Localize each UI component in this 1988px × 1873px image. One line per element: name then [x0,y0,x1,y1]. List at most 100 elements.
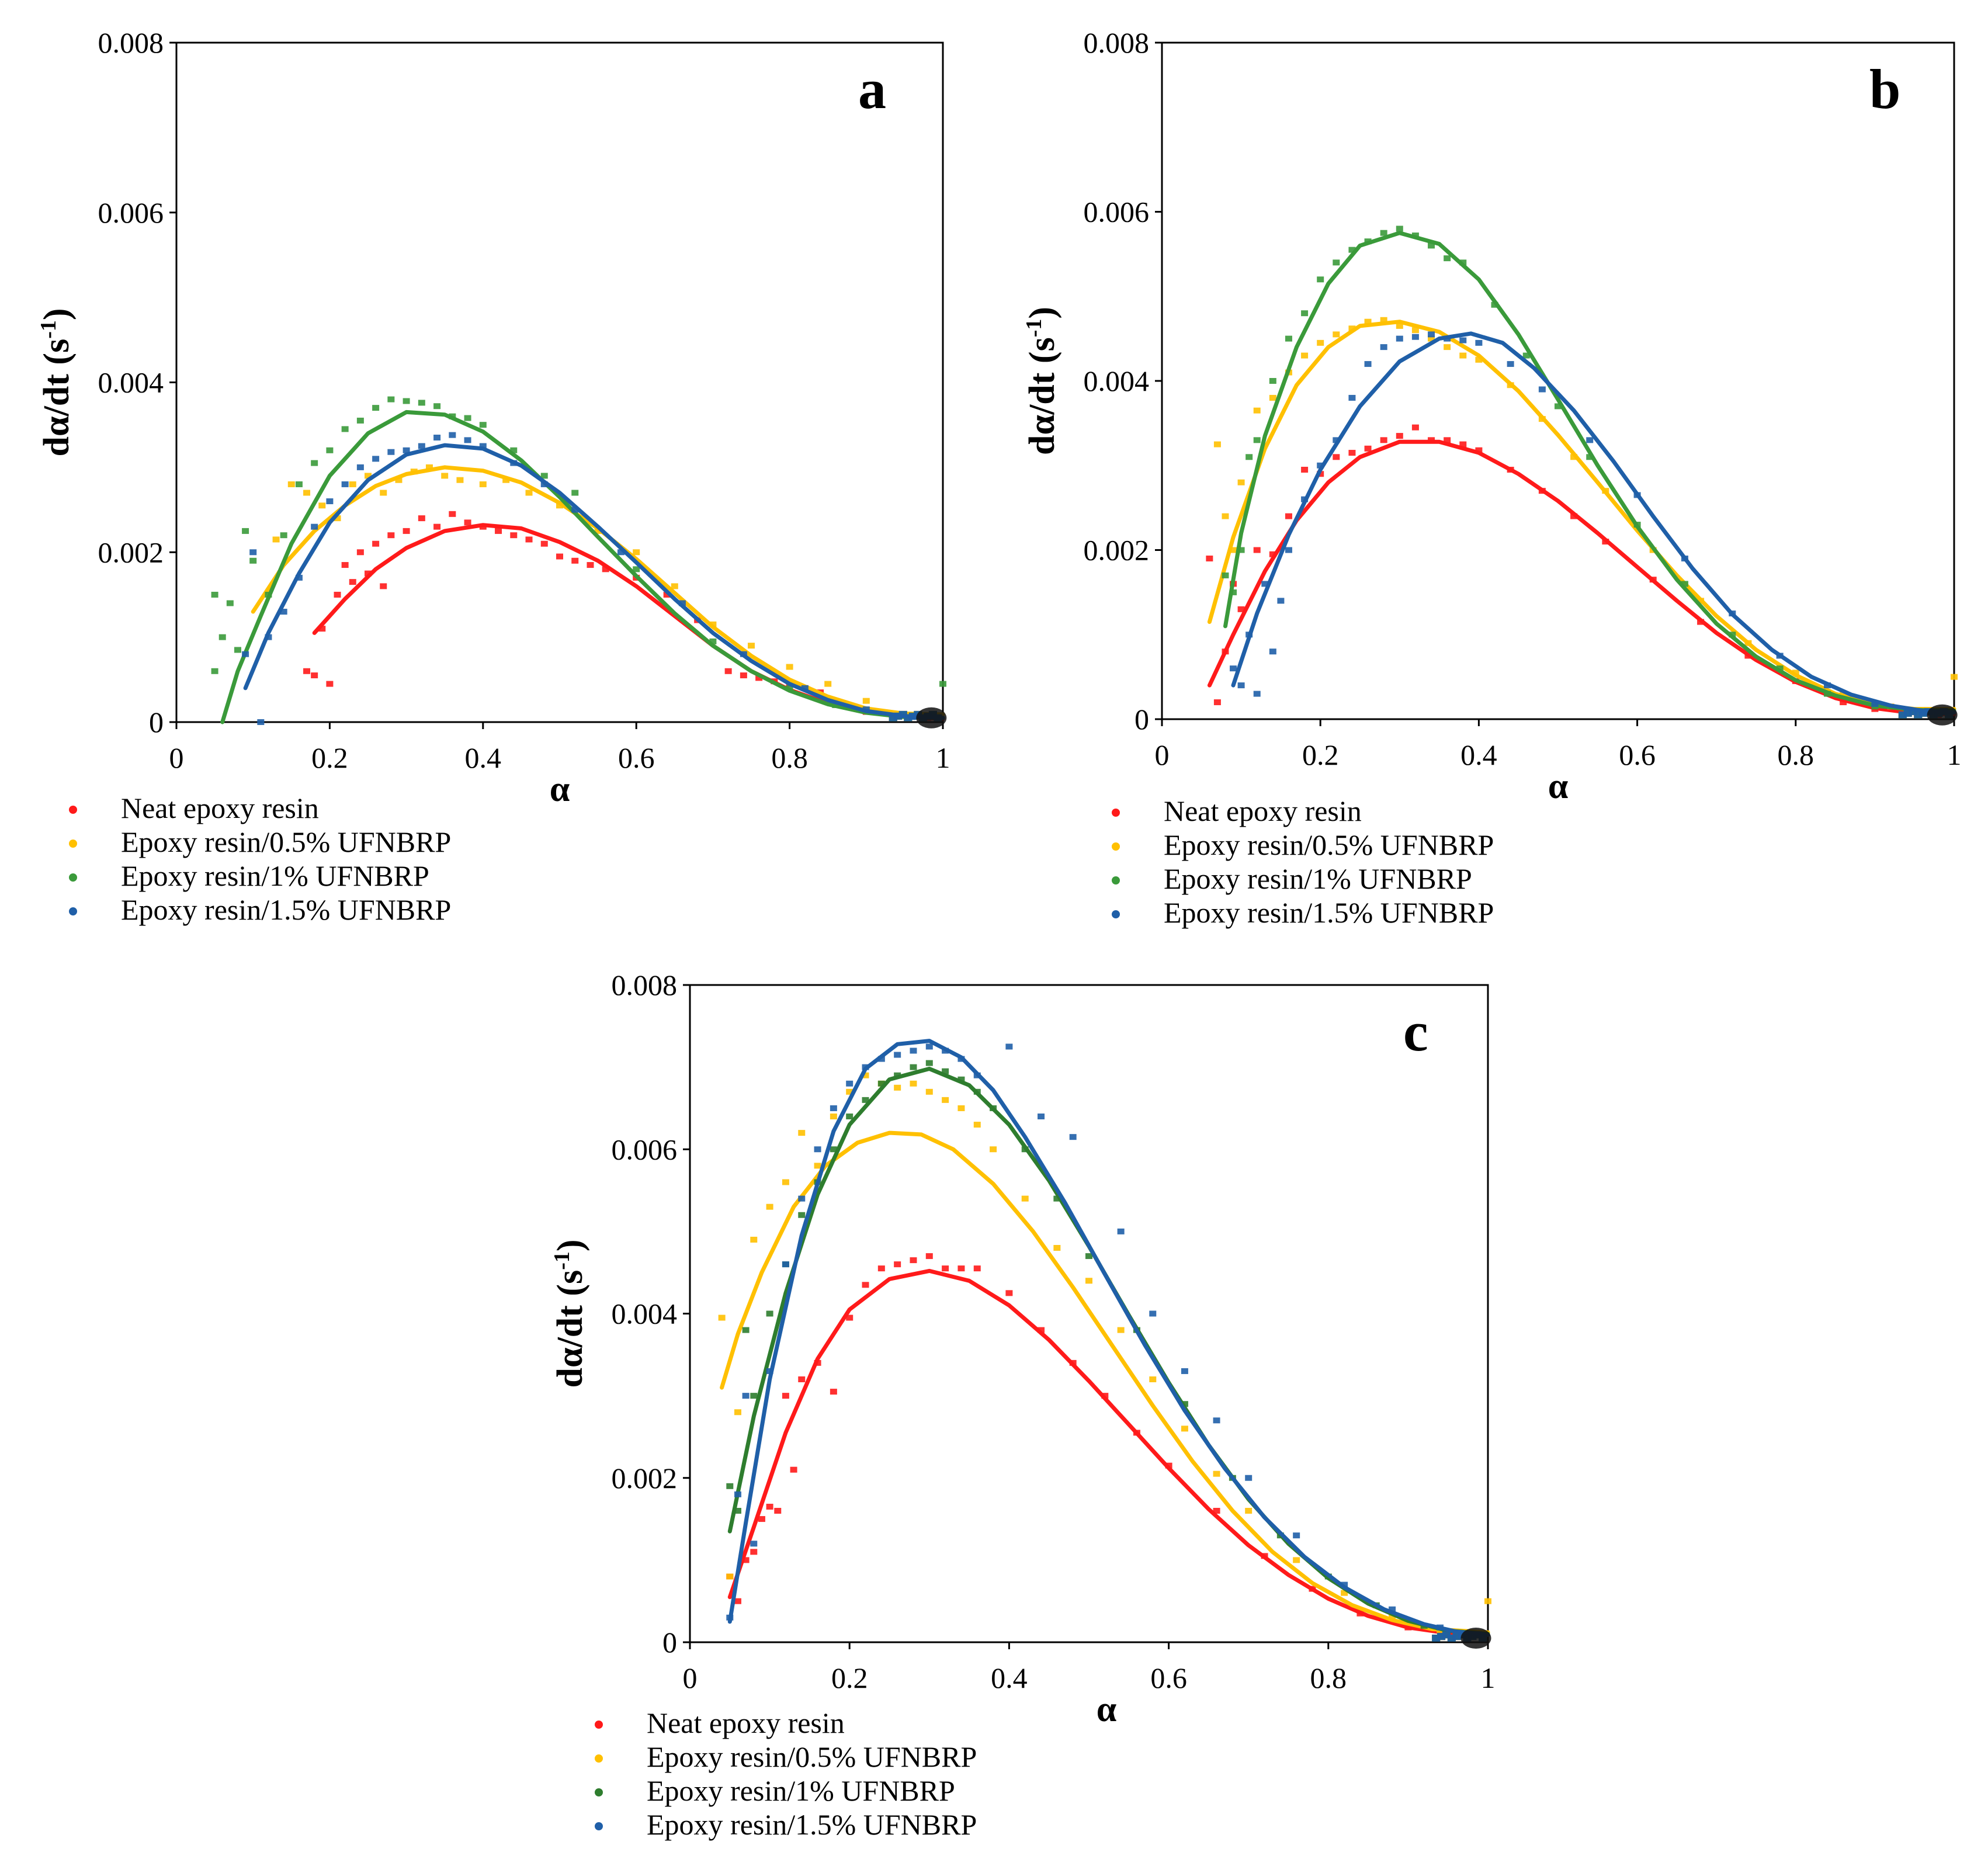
data-point [734,1409,741,1416]
legend-marker [1112,876,1120,885]
data-point [571,557,579,564]
data-point [1475,356,1483,363]
data-point [1285,335,1292,342]
data-point [748,643,755,649]
data-point [663,591,671,598]
data-point [925,1253,933,1260]
data-point [846,1114,854,1119]
data-point [1005,1043,1013,1050]
x-tick-label: 0 [683,1662,698,1694]
data-point [1333,454,1340,460]
data-point [1317,339,1324,346]
data-point [1038,1114,1045,1119]
x-tick-label: 1 [1481,1662,1496,1694]
data-point [1021,1195,1029,1202]
data-point [1005,1290,1013,1296]
fit-line [1207,439,1956,716]
legend-label: Neat epoxy resin [647,1706,845,1739]
fit-line [220,410,945,724]
data-point [1317,462,1324,469]
data-point [365,570,372,577]
data-point [449,432,456,438]
data-point [1253,437,1261,443]
data-point [782,1261,789,1268]
data-point [403,447,410,453]
data-point [894,1052,901,1058]
data-point [1364,361,1372,367]
data-point [1411,327,1419,334]
data-point [766,1503,773,1510]
data-point [242,651,249,657]
series-p1 [726,1060,1490,1642]
data-point [495,528,502,534]
y-tick-label: 0.002 [98,536,164,568]
data-point [910,1064,917,1070]
data-point [380,583,387,589]
data-point [425,464,433,470]
x-tick-label: 0 [1155,738,1170,771]
legend-marker [69,806,77,814]
data-point [750,1541,758,1547]
data-point [365,473,372,479]
data-point [877,1080,885,1087]
data-point [1840,699,1847,706]
y-tick-label: 0.002 [1084,534,1150,567]
legend-label: Epoxy resin/1.5% UFNBRP [1164,896,1494,929]
fit-line [727,1268,1490,1637]
data-point [846,1080,854,1087]
legend-label: Neat epoxy resin [121,792,319,824]
data-point [1586,454,1594,460]
series-p15 [242,432,945,725]
data-point [1085,1253,1092,1260]
data-point [242,528,249,534]
y-axis-label: dα/dt (s-1) [550,1239,590,1388]
data-point [1069,1134,1077,1140]
data-point [740,672,747,679]
data-point [226,600,234,606]
data-point [990,1146,997,1153]
data-point [1222,572,1229,578]
series-p1 [211,396,946,724]
x-tick-label: 1 [936,741,950,774]
data-point [750,1236,758,1243]
legend-marker [69,873,77,882]
data-point [1389,1614,1396,1621]
y-tick-label: 0.006 [98,196,164,229]
data-point [830,1114,837,1119]
data-point [1428,331,1435,338]
data-point [790,1466,797,1473]
y-tick-label: 0.006 [1084,196,1150,228]
data-point [571,490,579,496]
data-point [1149,1310,1157,1317]
data-point [1428,335,1435,342]
data-point [349,481,356,487]
legend-marker [1112,809,1120,817]
data-point [372,456,380,462]
data-point [1681,581,1688,587]
data-point [280,532,287,539]
data-point [1269,394,1276,401]
y-tick-label: 0 [662,1626,677,1659]
data-point [1269,551,1276,557]
endpoint-cluster [916,707,947,729]
data-point [380,490,387,496]
data-point [287,481,295,487]
data-point [758,1516,765,1522]
data-point [1222,513,1229,519]
series-neat [1206,424,1956,719]
x-tick-label: 0.2 [831,1662,868,1694]
y-axis-label: dα/dt (s-1) [1022,307,1062,455]
chart-panel-c: 0 0.002 0.004 0.006 0.008 0 0.2 0.4 0.6 0.8 1 α dα/d… [550,969,1496,1841]
data-point [1475,447,1483,453]
data-point [877,1265,885,1272]
data-point [1341,1590,1348,1596]
data-point [910,1048,917,1054]
data-point [1285,513,1292,519]
data-point [942,1097,949,1103]
legend-label: Epoxy resin/0.5% UFNBRP [121,825,451,858]
data-point [303,668,311,674]
data-point [782,1393,789,1399]
data-point [311,672,318,679]
data-point [1364,445,1372,452]
